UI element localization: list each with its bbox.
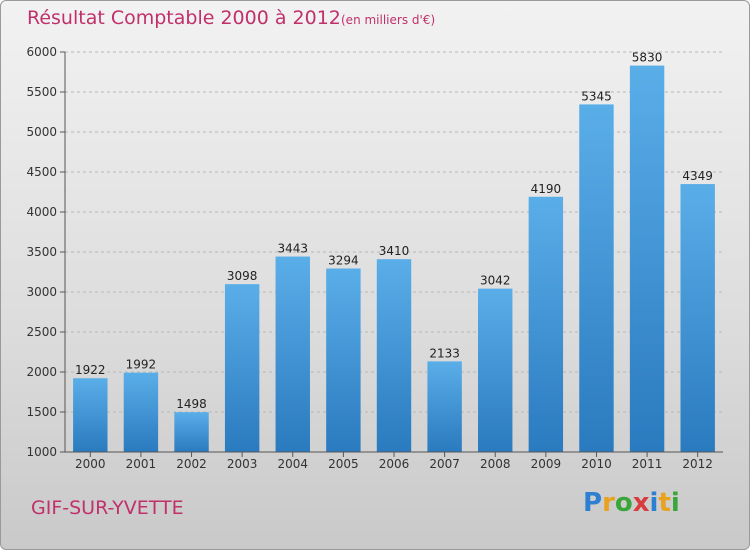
x-tick-label: 2009 <box>531 457 562 471</box>
data-label: 1498 <box>176 397 207 411</box>
bar-2007 <box>427 361 462 452</box>
x-tick-label: 2003 <box>227 457 258 471</box>
y-tick-label: 3000 <box>26 285 57 299</box>
y-tick-label: 1000 <box>26 445 57 459</box>
y-tick-label: 5000 <box>26 125 57 139</box>
logo-letter: P <box>583 488 603 518</box>
logo-letter: o <box>614 488 633 518</box>
data-label: 3443 <box>277 242 308 256</box>
y-tick-label: 4500 <box>26 165 57 179</box>
x-tick-label: 2002 <box>176 457 207 471</box>
logo-letter: t <box>658 488 671 518</box>
y-tick-label: 3500 <box>26 245 57 259</box>
bar-2000 <box>73 378 108 452</box>
data-label: 1992 <box>126 358 157 372</box>
proxiti-logo: Proxiti <box>583 488 680 518</box>
data-label: 2133 <box>429 346 460 360</box>
y-tick-label: 4000 <box>26 205 57 219</box>
bar-2012 <box>680 184 715 452</box>
y-tick-label: 2500 <box>26 325 57 339</box>
x-tick-label: 2012 <box>682 457 713 471</box>
data-label: 4349 <box>682 169 713 183</box>
x-tick-label: 2011 <box>632 457 663 471</box>
data-label: 5830 <box>632 51 663 65</box>
bar-2011 <box>629 65 665 452</box>
x-tick-label: 2006 <box>379 457 410 471</box>
x-tick-label: 2007 <box>429 457 460 471</box>
bar-2006 <box>376 259 412 452</box>
bar-2004 <box>275 256 310 452</box>
data-label: 3294 <box>328 253 359 267</box>
bar-2002 <box>174 412 209 452</box>
x-tick-label: 2004 <box>277 457 308 471</box>
bar-2003 <box>224 284 260 452</box>
chart-subtitle: (en milliers d'€) <box>341 13 436 27</box>
data-label: 5345 <box>581 89 612 103</box>
data-label: 1922 <box>75 363 106 377</box>
y-tick-label: 1500 <box>26 405 57 419</box>
bar-2010 <box>579 104 614 453</box>
y-tick-label: 6000 <box>26 45 57 59</box>
bar-2001 <box>123 372 159 452</box>
x-tick-label: 2010 <box>581 457 612 471</box>
bar-2008 <box>478 288 513 452</box>
y-tick-label: 2000 <box>26 365 57 379</box>
data-label: 4190 <box>531 182 562 196</box>
logo-letter: x <box>632 488 650 518</box>
x-tick-label: 2001 <box>126 457 157 471</box>
logo-letter: r <box>602 488 615 518</box>
data-label: 3042 <box>480 274 511 288</box>
x-tick-label: 2000 <box>75 457 106 471</box>
chart-title: Résultat Comptable 2000 à 2012 <box>27 7 341 29</box>
x-tick-label: 2005 <box>328 457 359 471</box>
city-name: GIF-SUR-YVETTE <box>31 497 184 519</box>
bar-2005 <box>326 268 361 452</box>
data-label: 3098 <box>227 269 258 283</box>
data-label: 3410 <box>379 244 410 258</box>
logo-letter: i <box>649 488 659 518</box>
x-tick-label: 2008 <box>480 457 511 471</box>
y-tick-label: 5500 <box>26 85 57 99</box>
logo-letter: i <box>670 488 680 518</box>
bar-2009 <box>528 196 564 452</box>
